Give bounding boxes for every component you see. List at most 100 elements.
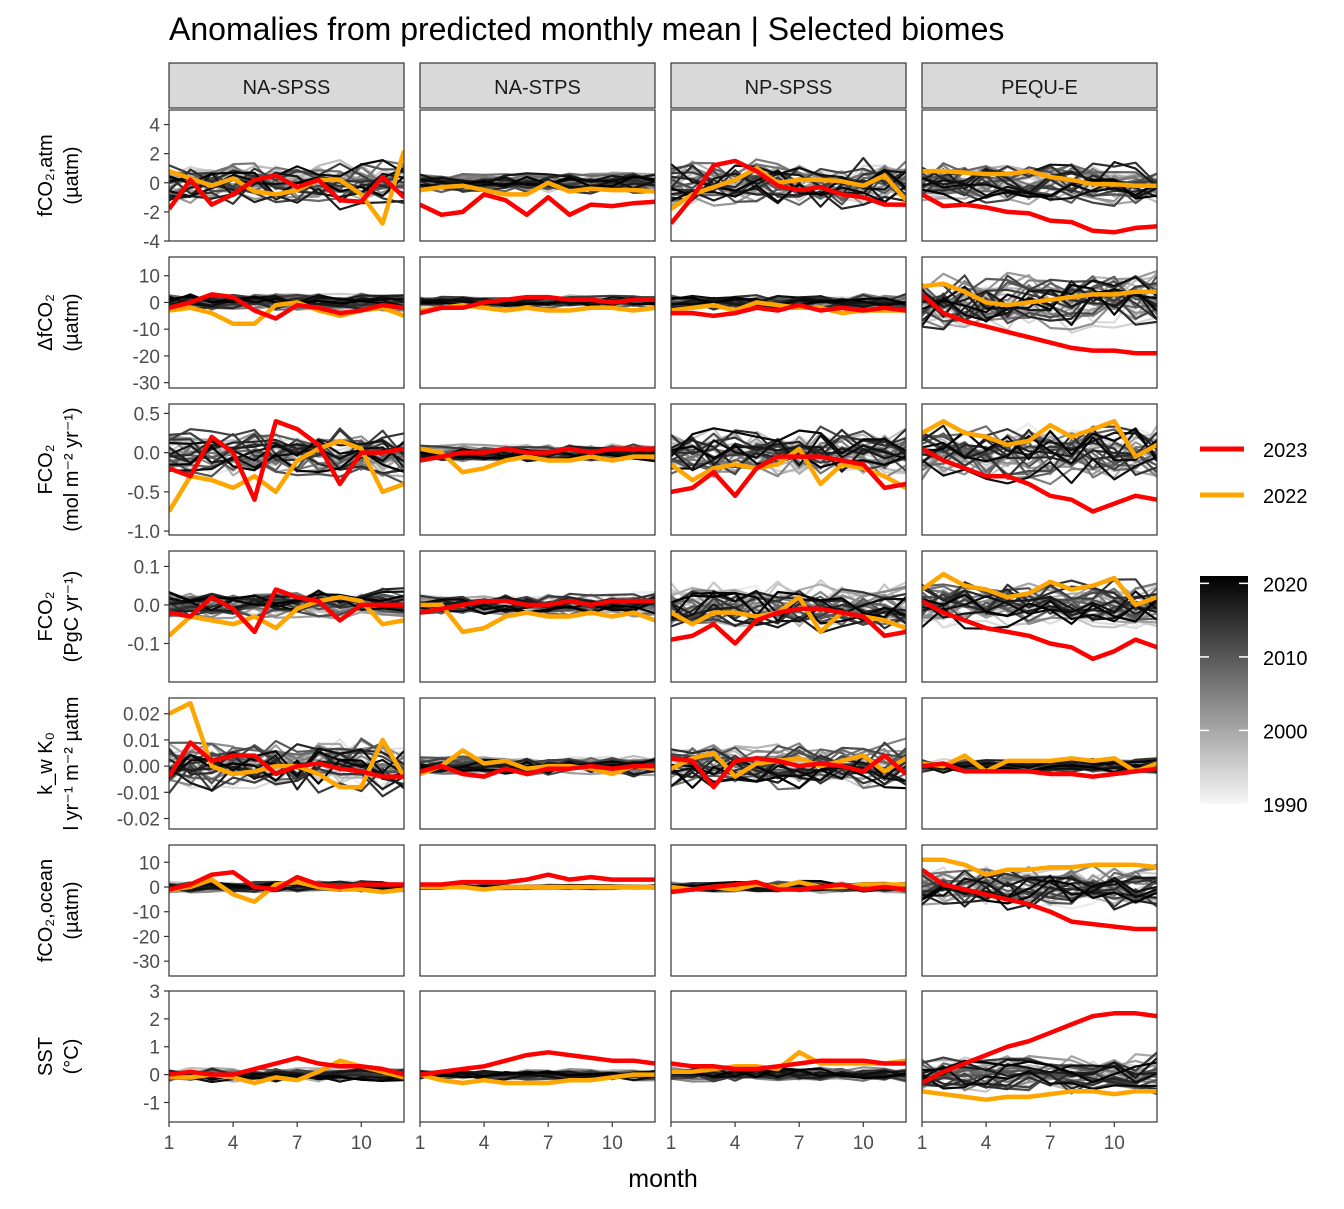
panel-border [921,990,1158,1123]
background-year-line [922,590,1157,616]
y-tick-label: -10 [133,320,160,341]
series-lines [922,753,1157,779]
panel-na-stps-row7 [419,990,656,1123]
colorbar [1200,576,1248,804]
y-tick-label: -0.5 [127,483,160,504]
series-lines [922,269,1157,356]
colorbar-label: 2020 [1263,574,1308,596]
series-lines [420,591,655,635]
panel-na-stps-row4 [419,550,656,683]
panel-border [419,403,656,536]
background-year-line [922,1070,1157,1091]
panel-na-spss-row4 [168,550,405,683]
background-year-line [169,171,404,197]
panel-border [670,990,907,1123]
series-line-2022 [420,180,655,197]
panel-na-spss-row5 [168,697,405,830]
colorbar-label: 2010 [1263,648,1308,670]
series-line-2022 [922,571,1157,608]
panel-border [168,844,405,977]
y-tick-label: 2 [149,1010,160,1031]
x-tick-label: 7 [543,1133,554,1154]
series-lines [671,737,906,791]
panel-border [419,697,656,830]
series-line-2023 [169,869,404,892]
panel-pequ-e-row7 [921,990,1158,1123]
panel-bg [420,257,655,388]
panel-na-spss-row6 [168,844,405,977]
series-line-2023 [922,1011,1157,1085]
series-line-2023 [671,1058,906,1072]
series-line-2023 [169,587,404,635]
y-tick-label: -30 [133,952,160,973]
background-year-line [922,455,1157,485]
series-line-2023 [420,1050,655,1077]
y-tick-label: -1.0 [127,522,160,543]
panel-border [419,990,656,1123]
y-tick-label: -10 [133,903,160,924]
colorbar-label: 2000 [1263,721,1308,743]
series-line-2023 [922,761,1157,779]
series-line-2022 [922,281,1157,308]
series-line-2022 [922,857,1157,877]
series-lines [420,442,655,475]
series-line-2023 [671,158,906,225]
background-year-line [169,446,404,472]
background-year-line [922,1063,1157,1086]
panel-na-spss-row2 [168,256,405,389]
series-line-2023 [922,446,1157,514]
series-line-2023 [420,192,655,218]
series-lines [671,1050,906,1083]
facet-strips: NA-SPSS NA-STPS NP-SPSS PEQU-E [168,62,1158,109]
series-lines [420,1050,655,1086]
x-tick-label: 4 [479,1133,490,1154]
panel-bg [671,845,906,976]
panel-pequ-e-row5 [921,697,1158,830]
series-line-2023 [169,1055,404,1077]
panel-border [168,109,405,242]
series-line-2023 [671,454,906,499]
series-line-2022 [169,438,404,513]
panel-pequ-e-row6 [921,844,1158,977]
background-year-line [922,424,1157,460]
y-tick-label: -20 [133,347,160,368]
facet-label: NA-STPS [494,77,581,99]
series-line-2023 [420,294,655,316]
background-year-line [671,434,906,470]
background-year-line [671,427,906,458]
series-line-2023 [922,867,1157,932]
panel-np-spss-row4 [670,550,907,683]
background-year-line [671,590,906,619]
background-year-line [169,439,404,469]
background-year-line [922,758,1157,770]
series-line-2022 [671,750,906,779]
y-tick-label: 0.02 [123,705,160,726]
colorbar-label: 1990 [1263,795,1308,817]
series-lines [671,292,906,319]
panel-na-stps-row5 [419,697,656,830]
background-year-line [169,589,404,608]
y-tick-label: -0.1 [127,634,160,655]
x-tick-label: 4 [730,1133,741,1154]
y-axis-label: ΔfCO₂ (µatm) [35,293,83,351]
panel-bg [420,404,655,535]
x-tick-label: 1 [666,1133,677,1154]
panel-pequ-e-row2 [921,256,1158,389]
y-axis-label: fCO₂,ocean (µatm) [35,859,83,962]
series-line-2022 [922,168,1157,188]
series-line-2022 [922,1089,1157,1102]
background-year-line [922,1059,1157,1084]
series-line-2022 [671,165,906,211]
panel-bg [169,845,404,976]
series-lines [922,161,1157,235]
series-line-2022 [420,602,655,635]
panels [168,109,1158,1123]
x-tick-label: 1 [164,1133,175,1154]
background-year-line [671,183,906,203]
panel-border [921,256,1158,389]
panel-border [419,550,656,683]
series-lines [169,869,404,905]
y-tick-label: 2 [149,145,160,166]
series-lines [169,700,404,798]
background-year-line [671,765,906,790]
